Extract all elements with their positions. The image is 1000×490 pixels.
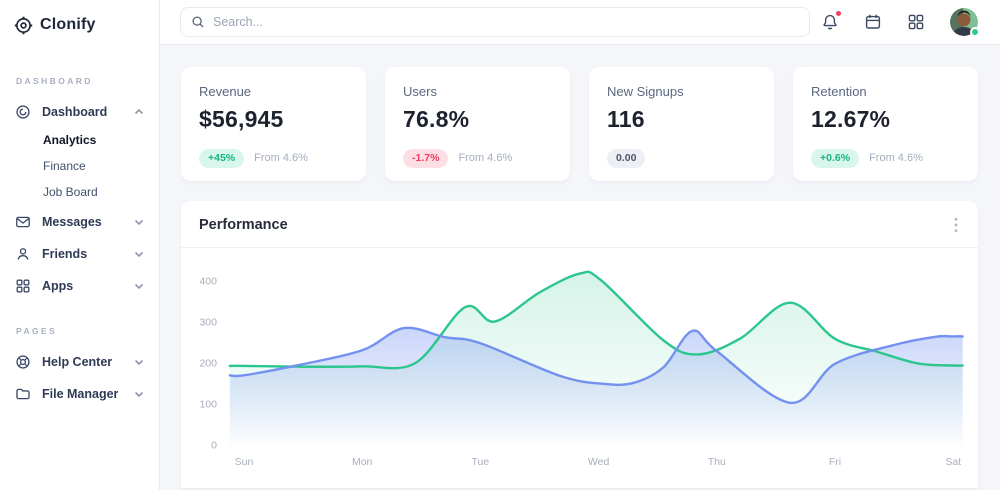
performance-panel: Performance 0 100 200 300 400 Sun Mon Tue Wed Thu…: [181, 201, 978, 488]
sidebar-item-label: Apps: [42, 279, 74, 293]
sidebar-subitem-finance[interactable]: Finance: [43, 159, 86, 173]
svg-text:Fri: Fri: [829, 456, 841, 468]
sidebar-item-label: Help Center: [42, 355, 113, 369]
user-avatar[interactable]: [950, 8, 980, 37]
notifications-button[interactable]: [821, 10, 842, 31]
chevron-down-icon: [134, 281, 144, 291]
search-icon: [191, 15, 205, 29]
svg-text:Sun: Sun: [235, 456, 254, 468]
apps-launcher-icon: [908, 14, 924, 30]
mail-icon: [14, 214, 31, 230]
svg-text:0: 0: [211, 440, 217, 452]
notification-dot: [835, 10, 842, 17]
folder-icon: [14, 386, 31, 402]
sidebar-item-friends[interactable]: Friends: [14, 243, 147, 265]
stat-caption: From 4.6%: [254, 152, 308, 165]
sidebar-item-help-center[interactable]: Help Center: [14, 351, 147, 373]
sidebar-item-label: Friends: [42, 247, 88, 261]
topbar-actions: [821, 8, 980, 37]
sidebar-item-label: Messages: [42, 215, 102, 229]
chevron-down-icon: [134, 389, 144, 399]
dashboard-sub-menu: Analytics Finance Job Board: [43, 133, 147, 199]
stat-value: 116: [607, 106, 645, 132]
stat-card-revenue: Revenue $56,945 +45% From 4.6%: [181, 67, 366, 181]
search-input[interactable]: [213, 15, 799, 29]
status-badge: -1.7%: [403, 149, 449, 168]
stat-title: New Signups: [607, 84, 684, 99]
chevron-up-icon: [134, 107, 144, 117]
stat-value: 12.67%: [811, 106, 891, 132]
stat-value: $56,945: [199, 106, 284, 132]
stat-card-new-signups: New Signups 116 0.00: [589, 67, 774, 181]
stat-title: Users: [403, 84, 437, 99]
brand-name: Clonify: [40, 16, 96, 33]
search-box[interactable]: [180, 7, 810, 37]
sidebar-item-label: File Manager: [42, 387, 119, 401]
performance-chart[interactable]: 0 100 200 300 400 Sun Mon Tue Wed Thu Fri Sat: [181, 248, 978, 488]
stat-title: Retention: [811, 84, 867, 99]
nav-section-dashboard-label: DASHBOARD: [16, 76, 93, 86]
sidebar-subitem-analytics[interactable]: Analytics: [43, 133, 97, 147]
svg-text:Mon: Mon: [352, 456, 373, 468]
stat-caption: From 4.6%: [458, 152, 513, 165]
stat-value: 76.8%: [403, 106, 470, 132]
sidebar-item-messages[interactable]: Messages: [14, 211, 147, 233]
sidebar-subitem-job-board[interactable]: Job Board: [43, 185, 98, 199]
stat-caption: From 4.6%: [869, 152, 923, 165]
main-area: Revenue $56,945 +45% From 4.6% Users 76.…: [160, 0, 1000, 490]
panel-title: Performance: [199, 217, 288, 233]
chevron-down-icon: [134, 357, 144, 367]
stat-cards-row: Revenue $56,945 +45% From 4.6% Users 76.…: [181, 67, 978, 181]
stat-card-retention: Retention 12.67% +0.6% From 4.6%: [793, 67, 978, 181]
chevron-down-icon: [134, 217, 144, 227]
stat-title: Revenue: [199, 84, 252, 99]
topbar: [160, 0, 1000, 45]
svg-text:300: 300: [199, 317, 217, 329]
svg-text:100: 100: [199, 399, 217, 411]
svg-text:Sat: Sat: [945, 456, 961, 468]
svg-text:Tue: Tue: [472, 456, 490, 468]
svg-text:400: 400: [199, 276, 217, 288]
status-badge: +45%: [199, 149, 245, 168]
svg-text:200: 200: [199, 358, 217, 370]
sidebar-item-label: Dashboard: [42, 105, 108, 119]
calendar-icon: [865, 14, 881, 29]
nav-section-pages-label: PAGES: [16, 326, 58, 336]
dashboard-icon: [14, 104, 31, 120]
status-badge: +0.6%: [811, 149, 860, 168]
sidebar-item-file-manager[interactable]: File Manager: [14, 383, 147, 405]
bell-icon: [823, 14, 837, 30]
sidebar: Clonify DASHBOARD Dashboard Analytics Fi…: [0, 0, 160, 490]
brand-logo[interactable]: Clonify: [14, 12, 147, 38]
online-status-dot: [970, 27, 980, 37]
svg-text:Thu: Thu: [708, 456, 726, 468]
sidebar-item-apps[interactable]: Apps: [14, 275, 147, 297]
apps-launcher-button[interactable]: [907, 13, 925, 31]
lifebuoy-icon: [14, 354, 31, 370]
chevron-down-icon: [134, 249, 144, 259]
calendar-button[interactable]: [864, 13, 882, 31]
stat-card-users: Users 76.8% -1.7% From 4.6%: [385, 67, 570, 181]
user-icon: [14, 246, 31, 262]
apps-grid-icon: [14, 278, 31, 294]
svg-text:Wed: Wed: [588, 456, 610, 468]
kebab-menu-button[interactable]: [952, 215, 960, 235]
clonify-logo-icon: [14, 16, 33, 35]
kebab-icon: [954, 217, 958, 233]
sidebar-item-dashboard[interactable]: Dashboard: [14, 101, 147, 123]
page-content: Revenue $56,945 +45% From 4.6% Users 76.…: [160, 45, 1000, 490]
status-badge: 0.00: [607, 149, 646, 168]
